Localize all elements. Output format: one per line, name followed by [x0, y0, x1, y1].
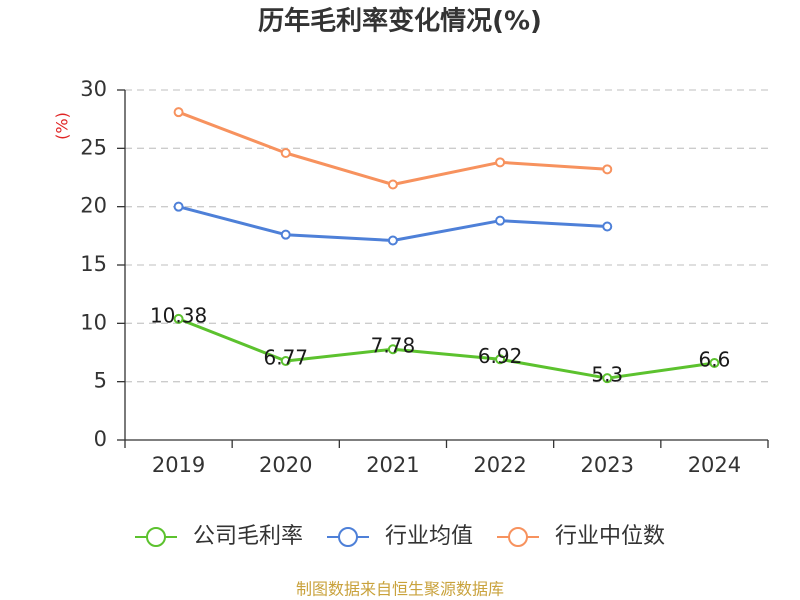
data-labels: 10.38 6.77 7.78 6.92 5.3 6.6: [150, 303, 730, 386]
y-tick-label: 15: [80, 252, 107, 276]
data-label: 10.38: [150, 303, 207, 327]
legend-marker-icon: [146, 527, 166, 547]
data-point: [173, 107, 184, 118]
legend-marker-icon: [338, 527, 358, 547]
x-tick-label: 2021: [366, 453, 419, 477]
x-tick-label: 2020: [259, 453, 312, 477]
series-2: [173, 201, 613, 246]
legend-item[interactable]: 行业均值: [327, 524, 473, 549]
x-tick-label: 2023: [581, 453, 634, 477]
data-point: [709, 358, 720, 368]
data-point: [387, 344, 398, 355]
axes: 0 5 10 15 20 25 30 2019 2020 2021 2022 2023 2024: [80, 77, 769, 477]
gridlines: [125, 89, 768, 383]
series-line: [177, 205, 609, 242]
legend-item[interactable]: 公司毛利率: [135, 524, 303, 549]
data-point: [387, 179, 398, 190]
data-point: [495, 354, 506, 365]
data-point: [495, 215, 506, 226]
y-tick-label: 20: [80, 194, 107, 218]
y-tick-label: 30: [80, 77, 107, 101]
data-point: [280, 148, 291, 158]
data-point: [387, 235, 398, 246]
data-label: 6.92: [478, 344, 523, 368]
series-3: [173, 107, 613, 190]
x-tick-label: 2024: [688, 453, 741, 477]
chart-title: 历年毛利率变化情况(%): [258, 6, 542, 37]
data-point: [602, 221, 613, 232]
x-tick-label: 2019: [152, 453, 205, 477]
data-point: [280, 229, 291, 240]
y-tick-label: 0: [94, 427, 107, 451]
data-label: 6.6: [699, 348, 731, 372]
data-point: [173, 201, 184, 212]
data-label: 5.3: [591, 363, 623, 387]
series-layer: [173, 107, 720, 384]
series-1: [173, 313, 720, 384]
data-label: 7.78: [371, 334, 416, 358]
y-tick-label: 10: [80, 310, 107, 334]
legend-marker-icon: [508, 527, 528, 547]
legend-item[interactable]: 行业中位数: [497, 524, 665, 549]
source-note: 制图数据来自恒生聚源数据库: [296, 580, 504, 599]
legend-label: 行业均值: [385, 524, 473, 549]
y-axis-label: (%): [53, 112, 72, 140]
legend: 公司毛利率 行业均值 行业中位数: [135, 524, 665, 549]
data-point: [173, 313, 184, 324]
y-tick-label: 25: [80, 135, 107, 159]
data-point: [495, 157, 506, 168]
x-tick-label: 2022: [473, 453, 526, 477]
data-point: [280, 356, 291, 367]
y-tick-label: 5: [94, 369, 107, 393]
series-line: [177, 317, 716, 380]
data-point: [602, 164, 613, 175]
legend-label: 公司毛利率: [193, 524, 303, 549]
data-point: [602, 373, 613, 384]
legend-label: 行业中位数: [555, 524, 665, 549]
data-label: 6.77: [263, 346, 308, 370]
